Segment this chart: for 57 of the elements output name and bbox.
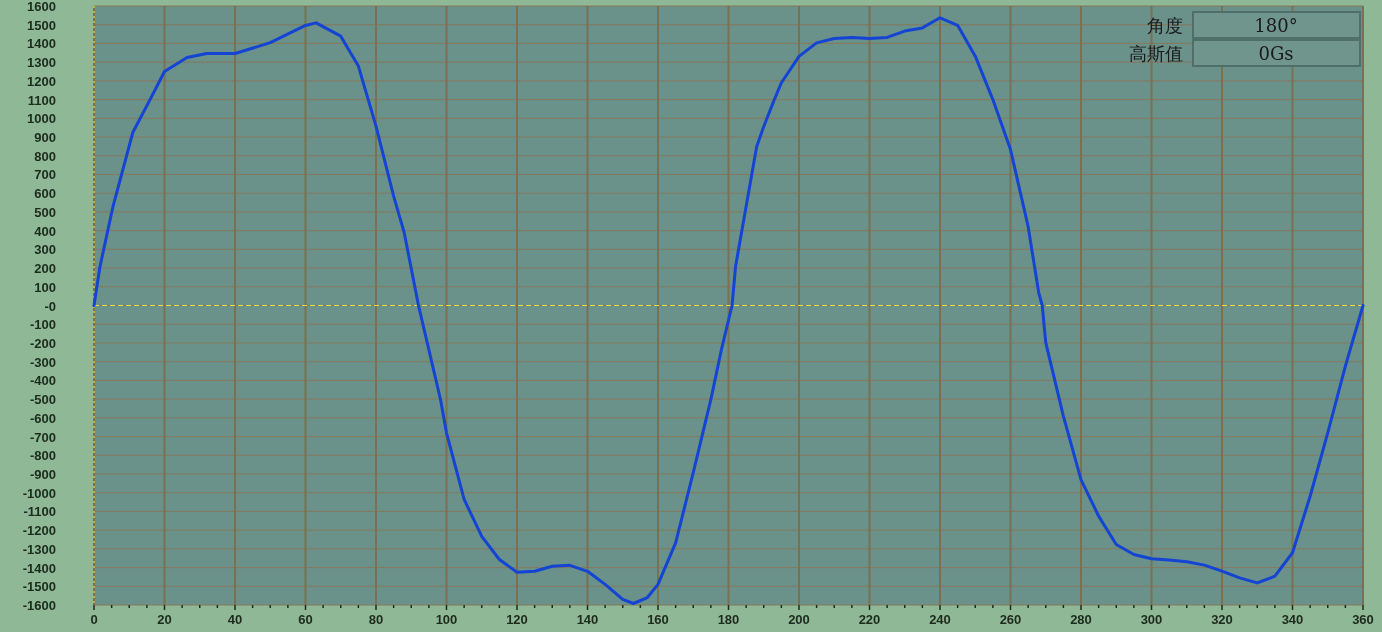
- x-tick-label: 160: [647, 612, 669, 627]
- annotation: 高斯值: [1129, 43, 1183, 64]
- y-tick-label: -1200: [22, 523, 56, 539]
- y-tick-label: -200: [29, 335, 56, 351]
- x-tick-label: 200: [788, 612, 810, 627]
- x-tick-label: 40: [227, 612, 243, 627]
- x-tick-label: 340: [1281, 612, 1304, 627]
- x-tick-label: 0: [90, 612, 98, 627]
- y-tick-label: -0: [44, 298, 56, 314]
- y-tick-label: 600: [34, 186, 56, 202]
- x-tick-label: 100: [435, 612, 458, 627]
- y-tick-label: 1000: [27, 111, 56, 127]
- y-tick-label: 1100: [27, 92, 56, 108]
- y-tick-label: 1300: [27, 55, 56, 71]
- y-tick-label: 100: [34, 279, 56, 295]
- y-tick-label: -300: [29, 354, 56, 370]
- y-tick-label: -500: [29, 392, 56, 408]
- x-tick-label: 260: [999, 612, 1022, 627]
- y-tick-label: 700: [34, 167, 56, 183]
- y-tick-label: 400: [34, 223, 56, 239]
- y-tick-label: 1200: [27, 73, 56, 89]
- y-tick-label: 1500: [27, 17, 56, 33]
- y-tick-label: -1500: [22, 579, 56, 595]
- annotation: 角度: [1147, 15, 1183, 36]
- x-tick-label: 220: [858, 612, 881, 627]
- x-tick-label: 20: [157, 612, 172, 627]
- x-tick-label: 140: [576, 612, 599, 627]
- y-tick-label: -900: [29, 466, 56, 482]
- y-tick-label: 500: [34, 204, 56, 220]
- x-tick-label: 60: [298, 612, 313, 627]
- y-tick-label: -100: [29, 317, 56, 333]
- y-tick-label: 1600: [27, 0, 56, 14]
- y-tick-label: -400: [29, 373, 56, 389]
- line-series: [92, 16, 1365, 605]
- y-tick-label: -800: [29, 448, 56, 464]
- y-tick-label: -1600: [22, 598, 56, 613]
- x-tick-label: 280: [1070, 612, 1092, 627]
- y-tick-label: 900: [34, 130, 56, 146]
- y-tick-label: -700: [29, 429, 56, 445]
- x-tick-label: 80: [368, 612, 384, 627]
- y-tick-label: -1100: [23, 504, 56, 520]
- x-tick-label: 240: [929, 612, 951, 627]
- x-tick-label: 320: [1211, 612, 1233, 627]
- y-tick-label: -1300: [22, 541, 56, 557]
- y-tick-label: 300: [34, 242, 56, 258]
- y-tick-label: -1400: [22, 560, 56, 576]
- y-tick-label: -600: [29, 410, 56, 426]
- annotation: 180°: [1254, 15, 1298, 36]
- x-tick-label: 180: [717, 612, 740, 627]
- x-tick-label: 300: [1140, 612, 1163, 627]
- y-tick-label: 200: [34, 261, 56, 277]
- x-tick-label: 360: [1352, 612, 1374, 627]
- y-tick-label: 800: [34, 148, 56, 164]
- annotation: 0Gs: [1258, 43, 1294, 64]
- x-tick-label: 120: [506, 612, 528, 627]
- y-tick-label: 1400: [27, 36, 56, 52]
- y-tick-label: -1000: [22, 485, 56, 501]
